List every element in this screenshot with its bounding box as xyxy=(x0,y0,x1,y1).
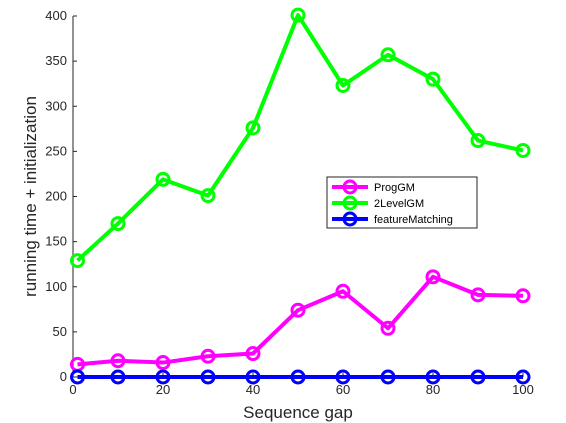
data-point xyxy=(470,287,486,303)
data-point xyxy=(70,253,85,269)
data-point xyxy=(470,369,486,385)
x-tick-label: 100 xyxy=(512,382,534,397)
x-tick-label: 20 xyxy=(156,382,170,397)
data-point xyxy=(110,369,126,385)
y-tick-label: 200 xyxy=(45,189,67,204)
data-point xyxy=(515,369,531,385)
y-axis-label: running time + initialization xyxy=(21,96,40,297)
y-tick-label: 350 xyxy=(45,53,67,68)
series-featurematching xyxy=(70,369,531,385)
data-point xyxy=(245,369,261,385)
data-point xyxy=(200,348,216,364)
data-point xyxy=(290,302,306,318)
data-point xyxy=(155,369,171,385)
legend-marker xyxy=(342,179,358,195)
data-point xyxy=(155,355,171,371)
x-tick-label: 80 xyxy=(426,382,440,397)
data-point xyxy=(380,369,396,385)
x-tick-label: 0 xyxy=(69,382,76,397)
data-point xyxy=(245,120,261,136)
data-point xyxy=(155,171,171,187)
y-tick-label: 300 xyxy=(45,98,67,113)
data-point xyxy=(200,188,216,204)
data-point xyxy=(290,369,306,385)
data-point xyxy=(515,288,531,304)
legend-item: 2LevelGM xyxy=(332,195,424,211)
data-point xyxy=(290,7,306,23)
series-proggm xyxy=(70,269,531,372)
data-point xyxy=(425,71,441,87)
legend-item: featureMatching xyxy=(332,211,453,227)
series-layer xyxy=(70,7,531,385)
y-tick-label: 100 xyxy=(45,279,67,294)
data-point xyxy=(335,369,351,385)
legend-marker xyxy=(342,211,358,227)
axes: 0 50 100 150 200 250 300 350 400 0 20 40 60 80 100 xyxy=(45,8,534,397)
data-point xyxy=(110,216,126,232)
y-tick-label: 400 xyxy=(45,8,67,23)
y-tick-label: 0 xyxy=(60,369,67,384)
data-point xyxy=(335,283,351,299)
data-point xyxy=(425,269,441,285)
data-point xyxy=(335,77,351,93)
series-line-2levelgm xyxy=(76,13,524,263)
data-point xyxy=(245,346,261,362)
data-point xyxy=(425,369,441,385)
legend: ProgGM 2LevelGM featureMatching xyxy=(326,176,478,229)
legend-label: 2LevelGM xyxy=(374,198,424,210)
data-point xyxy=(110,353,126,369)
series-line-proggm xyxy=(77,274,524,367)
data-point xyxy=(70,369,85,385)
legend-label: ProgGM xyxy=(374,182,415,194)
series-2levelgm xyxy=(70,7,531,269)
x-tick-label: 40 xyxy=(246,382,260,397)
y-tick-label: 150 xyxy=(45,234,67,249)
data-point xyxy=(380,320,396,336)
legend-item: ProgGM xyxy=(332,179,415,195)
y-tick-label: 250 xyxy=(45,143,67,158)
y-tick-label: 50 xyxy=(53,324,67,339)
x-axis-label: Sequence gap xyxy=(243,403,353,422)
data-point xyxy=(200,369,216,385)
data-point xyxy=(515,142,531,158)
data-point xyxy=(470,133,486,149)
legend-marker xyxy=(342,195,358,211)
data-point xyxy=(380,47,396,63)
legend-label: featureMatching xyxy=(374,214,453,226)
x-tick-label: 60 xyxy=(336,382,350,397)
